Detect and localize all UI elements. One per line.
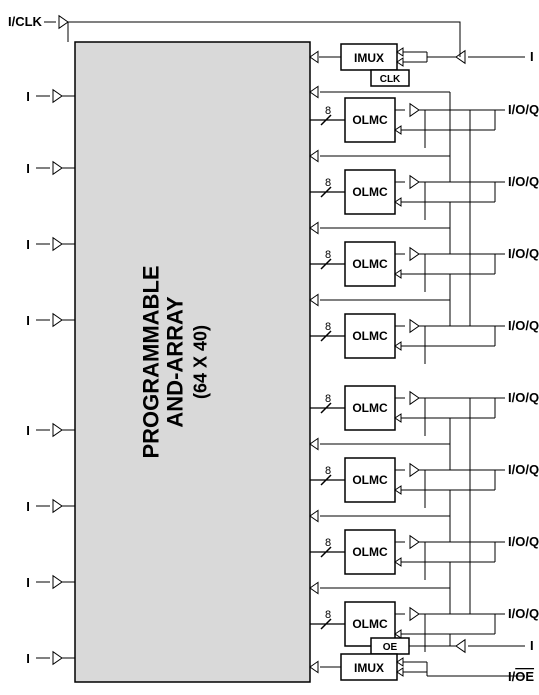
bus-width: 8 xyxy=(325,609,331,621)
olmc-label: OLMC xyxy=(352,473,388,487)
bus-width: 8 xyxy=(325,321,331,333)
olmc-label: OLMC xyxy=(352,329,388,343)
pld-block-diagram: PROGRAMMABLEAND-ARRAY(64 X 40) I/CLK I I I I I… xyxy=(0,0,539,695)
olmc-label: OLMC xyxy=(352,185,388,199)
bus-width: 8 xyxy=(325,465,331,477)
olmc-label: OLMC xyxy=(352,401,388,415)
left-input-label: I xyxy=(26,651,30,666)
ioq-label: I/O/Q xyxy=(508,246,539,261)
and-array-label-2: AND-ARRAY xyxy=(163,296,188,428)
oe-label: OE xyxy=(383,642,398,653)
ioq-label: I/O/Q xyxy=(508,390,539,405)
ioq-label: I/O/Q xyxy=(508,534,539,549)
left-input-label: I xyxy=(26,499,30,514)
olmc-label: OLMC xyxy=(352,617,388,631)
and-array-label-1: PROGRAMMABLE xyxy=(139,265,164,458)
left-input-label: I xyxy=(26,89,30,104)
and-array-label-3: (64 X 40) xyxy=(191,325,211,399)
ioq-label: I/O/Q xyxy=(508,174,539,189)
bus-width: 8 xyxy=(325,177,331,189)
olmc-label: OLMC xyxy=(352,545,388,559)
bus-width: 8 xyxy=(325,105,331,117)
left-input-label: I xyxy=(26,423,30,438)
left-input-label: I xyxy=(26,575,30,590)
ioq-label: I/O/Q xyxy=(508,318,539,333)
bus-width: 8 xyxy=(325,537,331,549)
ioe-label: I/OE xyxy=(508,669,534,684)
left-input-label: I xyxy=(26,313,30,328)
iclk-label: I/CLK xyxy=(8,14,43,29)
olmc-label: OLMC xyxy=(352,257,388,271)
olmc-label: OLMC xyxy=(352,113,388,127)
left-input-label: I xyxy=(26,237,30,252)
ioq-label: I/O/Q xyxy=(508,606,539,621)
imux-bottom-label: IMUX xyxy=(354,661,384,675)
bottom-i-label: I xyxy=(530,638,534,653)
clk-label: CLK xyxy=(380,74,401,85)
top-i-label: I xyxy=(530,49,534,64)
left-input-label: I xyxy=(26,161,30,176)
bus-width: 8 xyxy=(325,249,331,261)
ioq-label: I/O/Q xyxy=(508,462,539,477)
imux-top-label: IMUX xyxy=(354,51,384,65)
ioq-label: I/O/Q xyxy=(508,102,539,117)
bus-width: 8 xyxy=(325,393,331,405)
